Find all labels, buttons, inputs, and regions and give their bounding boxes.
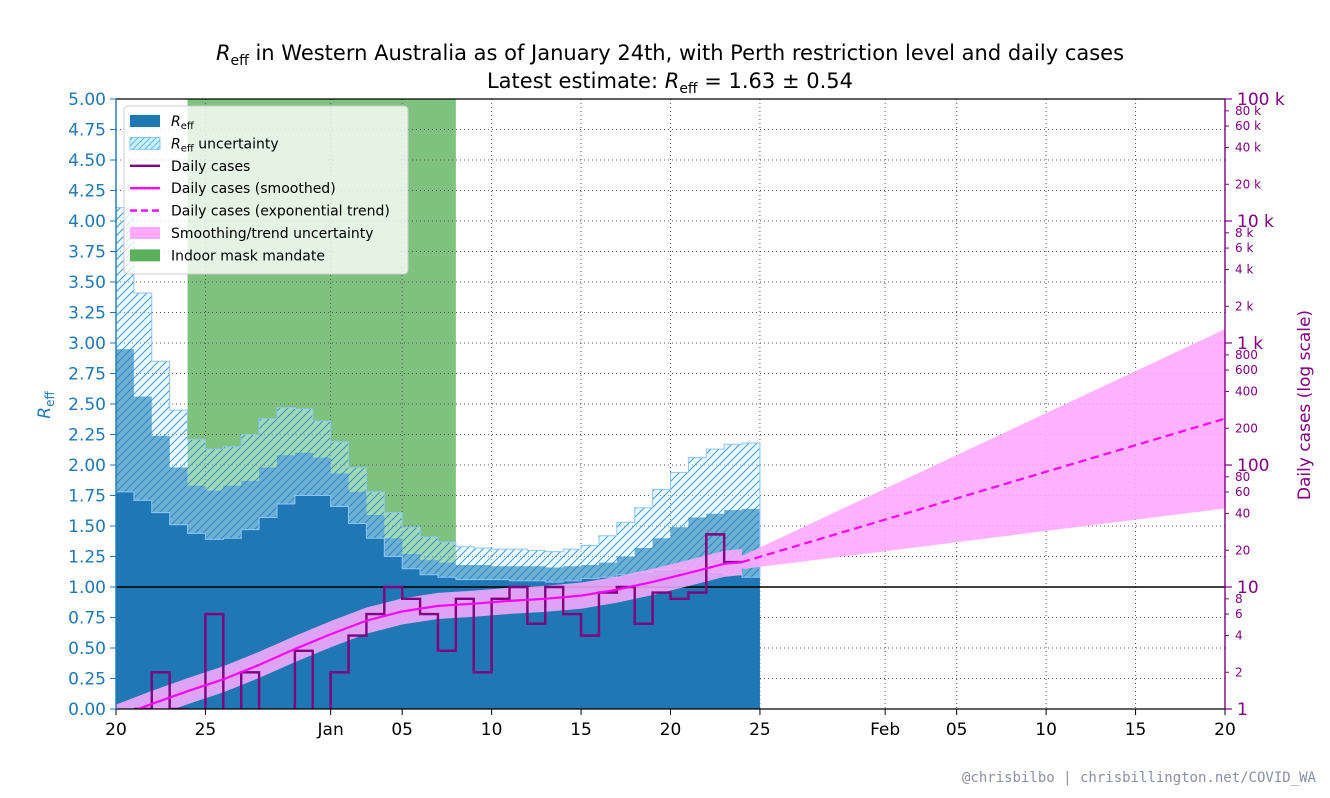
x-tick-label: 10 (481, 720, 503, 740)
y-left-tick-label: 0.50 (68, 639, 106, 659)
y-left-tick-label: 2.50 (68, 395, 106, 415)
legend-label: Daily cases (exponential trend) (171, 204, 390, 220)
legend-swatch-reff (130, 115, 160, 127)
x-tick-label: 05 (946, 720, 968, 740)
y-left-tick-label: 4.00 (68, 212, 106, 232)
reff-uncertainty-hatch (115, 207, 761, 583)
y-axis-left-label: Reff (35, 391, 57, 419)
legend-swatch-band (130, 227, 160, 239)
y-left-tick-label: 3.75 (68, 243, 106, 263)
y-right-tick-label: 100 k (1237, 90, 1285, 110)
y-left-tick-label: 1.75 (68, 487, 106, 507)
y-left-tick-label: 3.00 (68, 334, 106, 354)
y-left-tick-label: 5.00 (68, 90, 106, 110)
x-tick-label: 20 (105, 720, 127, 740)
y-right-minor-label: 8 (1235, 592, 1243, 606)
trend-uncertainty-band (742, 329, 1225, 570)
x-tick-label: 25 (749, 720, 771, 740)
y-right-minor-label: 400 (1235, 385, 1258, 399)
legend-swatch-hatch (130, 137, 160, 150)
x-tick-label: 15 (1125, 720, 1147, 740)
chart-subtitle: Latest estimate: Reff = 1.63 ± 0.54 (487, 69, 853, 97)
daily-cases-line (133, 533, 743, 709)
legend-label: Reff (171, 114, 195, 132)
y-right-minor-label: 6 k (1235, 241, 1253, 255)
y-left-tick-label: 4.50 (68, 151, 106, 171)
y-right-tick-label: 10 k (1237, 212, 1274, 232)
y-left-tick-label: 4.25 (68, 182, 106, 202)
y-right-minor-label: 60 (1235, 485, 1250, 499)
y-left-tick-label: 3.25 (68, 304, 106, 324)
y-left-tick-label: 1.50 (68, 517, 106, 537)
x-tick-label: 10 (1035, 720, 1057, 740)
y-right-minor-label: 4 k (1235, 263, 1253, 277)
legend-label: Indoor mask mandate (171, 248, 325, 264)
cases-layer (116, 329, 1225, 709)
y-right-minor-label: 20 (1235, 543, 1250, 557)
y-left-tick-label: 0.75 (68, 609, 106, 629)
y-right-minor-label: 8 k (1235, 226, 1253, 240)
credit-text: @chrisbilbo | chrisbillington.net/COVID_… (961, 770, 1316, 786)
y-left-tick-label: 2.25 (68, 426, 106, 446)
x-tick-label: Feb (870, 720, 900, 740)
legend-label: Reff uncertainty (171, 136, 279, 154)
y-right-minor-label: 600 (1235, 363, 1258, 377)
y-left-tick-label: 3.50 (68, 273, 106, 293)
y-right-minor-label: 80 (1235, 470, 1250, 484)
y-right-minor-label: 6 (1235, 607, 1243, 621)
x-tick-label: 25 (195, 720, 217, 740)
y-right-minor-label: 20 k (1235, 177, 1261, 191)
y-right-minor-label: 200 (1235, 421, 1258, 435)
legend-label: Daily cases (smoothed) (171, 181, 336, 197)
axes-layer: 20 25 Jan 05 10 15 20 25 Feb 05 10 15 200.000.250.50… (68, 90, 1285, 740)
y-right-minor-label: 40 (1235, 507, 1250, 521)
legend-swatch-mask (130, 249, 160, 262)
y-right-minor-label: 2 (1235, 665, 1243, 679)
smoothed-cases-line (135, 561, 743, 709)
y-right-minor-label: 800 (1235, 348, 1258, 362)
legend: Reff Reff uncertainty Daily cases Daily cas… (123, 105, 409, 275)
y-right-minor-label: 4 (1235, 629, 1243, 643)
chart-title: Reff in Western Australia as of January … (216, 41, 1124, 69)
smoothed-uncertainty-band (116, 549, 743, 709)
y-left-tick-label: 0.00 (68, 700, 106, 720)
y-right-minor-label: 40 k (1235, 141, 1261, 155)
y-right-tick-label: 10 (1237, 578, 1259, 598)
legend-box (123, 105, 409, 275)
x-tick-label: Jan (317, 720, 344, 740)
y-left-tick-label: 2.75 (68, 365, 106, 385)
y-right-minor-label: 80 k (1235, 104, 1261, 118)
y-right-tick-label: 1 k (1237, 334, 1263, 354)
y-left-tick-label: 0.25 (68, 670, 106, 690)
trend-line (741, 417, 1225, 564)
y-right-minor-label: 60 k (1235, 119, 1261, 133)
legend-label: Smoothing/trend uncertainty (171, 226, 374, 242)
y-left-tick-label: 1.25 (68, 548, 106, 568)
y-right-tick-label: 100 (1237, 456, 1269, 476)
x-tick-label: 15 (570, 720, 592, 740)
y-right-tick-label: 1 (1237, 700, 1248, 720)
x-tick-label: 20 (1214, 720, 1236, 740)
x-tick-label: 05 (391, 720, 413, 740)
legend-label: Daily cases (171, 159, 250, 175)
x-tick-label: 20 (660, 720, 682, 740)
y-left-tick-label: 1.00 (68, 578, 106, 598)
y-left-tick-label: 2.00 (68, 456, 106, 476)
y-right-minor-label: 2 k (1235, 299, 1253, 313)
y-left-tick-label: 4.75 (68, 121, 106, 141)
y-axis-right-label: Daily cases (log scale) (1295, 310, 1315, 500)
